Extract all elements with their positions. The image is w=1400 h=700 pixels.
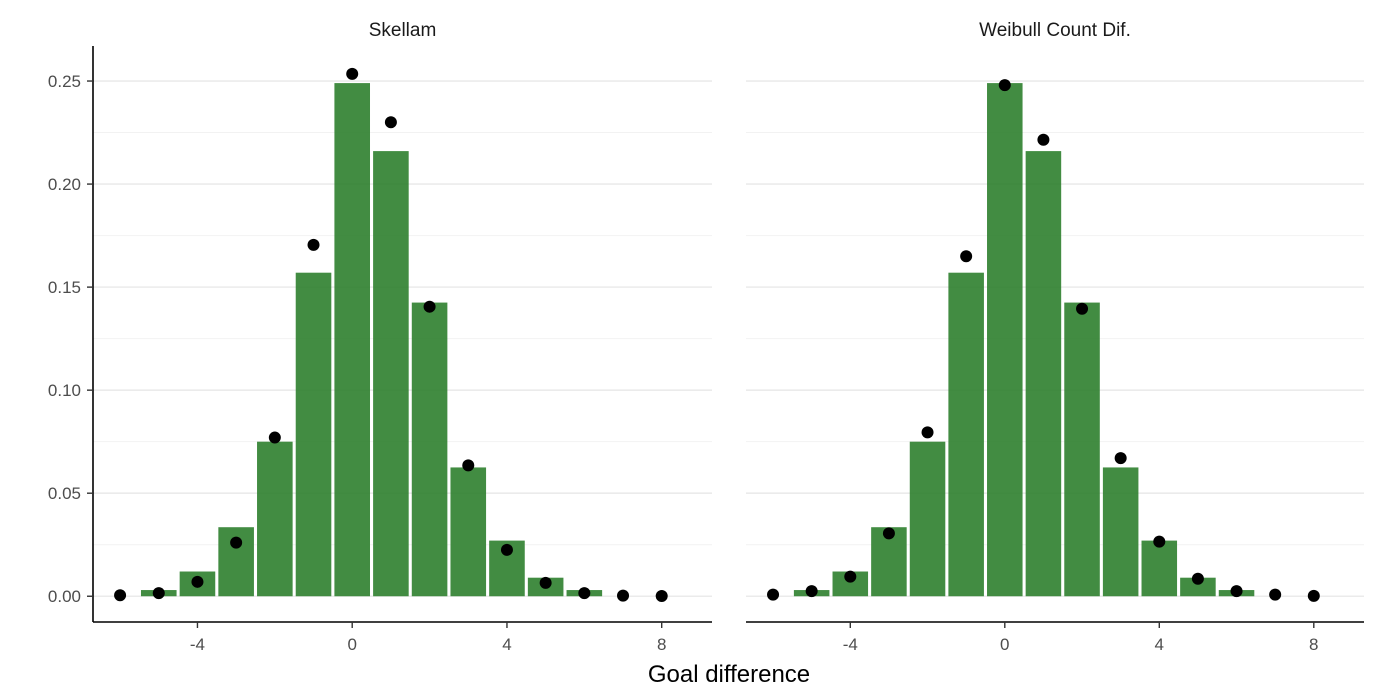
- predicted-point: [462, 459, 475, 472]
- predicted-point: [617, 589, 630, 602]
- predicted-point: [921, 426, 934, 439]
- predicted-point: [346, 67, 359, 80]
- panel-skellam: Skellam -4 0 4 8 0.00 0.05 0.10 0.15 0.20 0.25: [48, 20, 712, 654]
- predicted-point: [998, 79, 1011, 92]
- x-tick-label: 4: [502, 635, 511, 654]
- x-tick-label: 8: [1309, 635, 1318, 654]
- predicted-point: [152, 587, 165, 600]
- predicted-point: [767, 588, 780, 601]
- predicted-point: [1307, 589, 1320, 602]
- y-tick-label: 0.15: [48, 278, 81, 297]
- observed-bar: [1102, 467, 1139, 597]
- observed-bar: [987, 83, 1023, 597]
- predicted-point: [114, 589, 127, 602]
- predicted-point: [805, 585, 818, 598]
- predicted-point: [1153, 535, 1166, 548]
- predicted-points: [114, 67, 668, 603]
- observed-bar: [411, 302, 448, 597]
- observed-bar: [334, 83, 371, 597]
- predicted-point: [1114, 452, 1127, 465]
- panel-title: Skellam: [369, 20, 437, 41]
- x-tick-label: -4: [843, 635, 858, 654]
- observed-bar: [1180, 577, 1216, 597]
- x-tick-label: -4: [190, 635, 205, 654]
- predicted-point: [1191, 572, 1204, 585]
- x-tick-label: 8: [657, 635, 666, 654]
- y-tick-label: 0.20: [48, 175, 81, 194]
- observed-bar: [909, 441, 946, 597]
- predicted-point: [655, 590, 668, 603]
- predicted-point: [500, 543, 513, 556]
- bars: [793, 83, 1255, 597]
- x-tick-label: 0: [347, 635, 356, 654]
- y-tick-label: 0.00: [48, 587, 81, 606]
- x-axis-title: Goal difference: [648, 661, 810, 688]
- panel-weibull-count-dif: Weibull Count Dif. -4 0 4 8: [746, 20, 1364, 654]
- predicted-point: [1037, 133, 1050, 146]
- predicted-point: [230, 536, 243, 549]
- predicted-point: [384, 116, 397, 129]
- predicted-point: [191, 575, 204, 588]
- predicted-point: [1230, 585, 1243, 598]
- predicted-point: [882, 527, 895, 540]
- observed-bar: [450, 467, 487, 597]
- observed-bar: [1064, 302, 1100, 597]
- x-tick-label: 4: [1155, 635, 1164, 654]
- y-tick-label: 0.10: [48, 381, 81, 400]
- panel-title: Weibull Count Dif.: [979, 20, 1131, 41]
- observed-bar: [373, 151, 409, 597]
- observed-bar: [1025, 151, 1062, 597]
- observed-bar: [257, 441, 293, 597]
- predicted-point: [539, 576, 552, 589]
- predicted-point: [960, 250, 973, 263]
- predicted-point: [844, 570, 857, 583]
- observed-bar: [1141, 540, 1178, 597]
- observed-bar: [295, 272, 332, 597]
- predicted-points: [767, 79, 1320, 602]
- y-tick-label: 0.05: [48, 484, 81, 503]
- predicted-point: [578, 587, 591, 600]
- predicted-point: [1076, 302, 1089, 315]
- predicted-point: [268, 431, 281, 444]
- predicted-point: [423, 300, 436, 313]
- x-tick-label: 0: [1000, 635, 1009, 654]
- predicted-point: [307, 238, 320, 251]
- observed-bar: [948, 272, 984, 597]
- predicted-point: [1269, 588, 1282, 601]
- bars: [140, 83, 603, 597]
- y-tick-label: 0.25: [48, 72, 81, 91]
